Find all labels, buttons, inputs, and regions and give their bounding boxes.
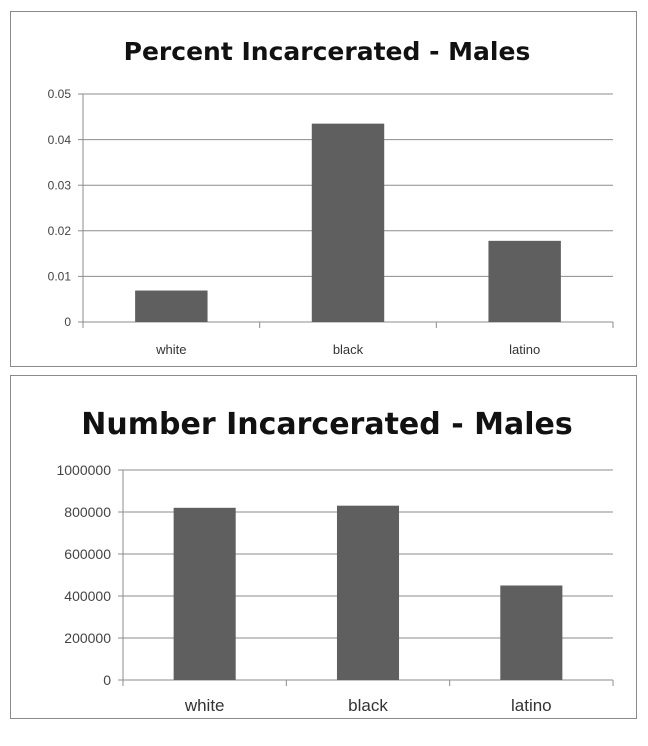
y-tick-label: 0.04 [48, 133, 72, 147]
x-category-label: latino [509, 342, 540, 357]
bar-white [135, 290, 208, 322]
y-tick-label: 400000 [64, 588, 111, 604]
bar-black [311, 123, 385, 322]
bar-latino [488, 240, 561, 322]
chart-percent-incarcerated: Percent Incarcerated - Males 0 0.01 0.02 0.… [48, 37, 614, 357]
y-tick-label: 0.05 [48, 87, 72, 101]
x-category-label: white [155, 342, 186, 357]
y-tick-label: 600000 [64, 546, 111, 562]
x-category-label: black [348, 696, 388, 715]
chart-number-incarcerated: Number Incarcerated - Males 0 200000 40000… [56, 407, 614, 715]
bar-white [173, 507, 236, 680]
y-tick-label: 200000 [64, 630, 111, 646]
bar-black [336, 505, 400, 680]
x-category-label: latino [511, 696, 552, 715]
y-tick-label: 0.01 [48, 270, 72, 284]
y-tick-label: 0 [103, 672, 111, 688]
y-tick-label: 0.02 [48, 224, 72, 238]
y-tick-label: 800000 [64, 504, 111, 520]
chart-panel-number: Number Incarcerated - Males 0 200000 40000… [10, 375, 637, 719]
chart-title: Number Incarcerated - Males [81, 407, 572, 442]
chart-title: Percent Incarcerated - Males [124, 37, 531, 66]
x-category-label: white [184, 696, 225, 715]
x-category-label: black [333, 342, 364, 357]
y-tick-label: 0.03 [48, 178, 72, 192]
y-tick-label: 1000000 [56, 462, 111, 478]
chart-panel-percent: Percent Incarcerated - Males 0 0.01 0.02 0.… [10, 11, 637, 367]
y-tick-label: 0 [64, 315, 71, 329]
bar-latino [500, 585, 563, 680]
